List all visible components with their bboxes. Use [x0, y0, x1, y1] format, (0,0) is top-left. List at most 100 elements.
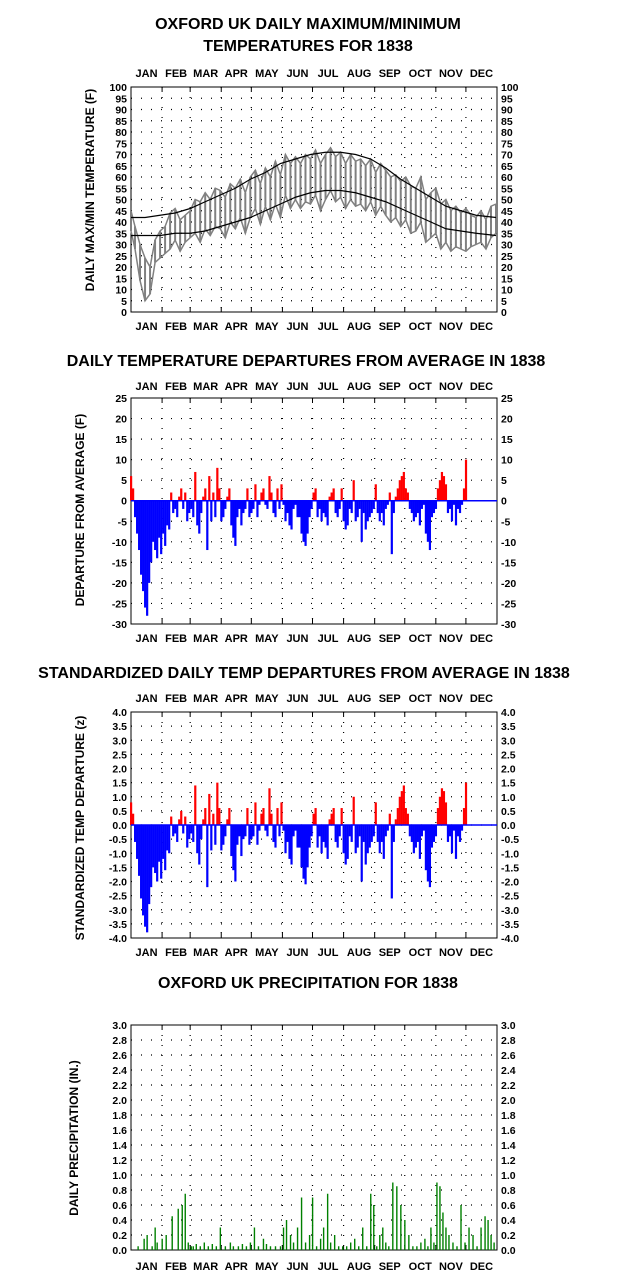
departure-bar [220, 500, 223, 522]
departure-bar [398, 480, 401, 501]
precip-bar [249, 1242, 252, 1250]
departure-bar [170, 492, 173, 501]
y-tick-label-right: 3.5 [501, 721, 516, 733]
precip-bar [296, 1227, 299, 1250]
departure-bar [222, 825, 225, 845]
y-tick-label-left: 85 [115, 116, 127, 128]
departure-bar [332, 488, 335, 501]
precip-bar [274, 1246, 277, 1250]
departure-bar [464, 782, 468, 825]
precip-bar [424, 1238, 426, 1250]
y-tick-label-right: 40 [501, 217, 513, 229]
departure-bar [460, 825, 464, 831]
departure-bar [144, 825, 147, 927]
departure-bar [136, 825, 139, 859]
chart1-y-axis-label: DAILY MAX/MIN TEMPERATURE (F) [83, 89, 97, 291]
departure-bar [182, 825, 185, 834]
y-tick-label-left: 0 [121, 307, 127, 319]
precip-bar [315, 1246, 318, 1250]
month-label-top: MAR [193, 381, 218, 393]
precip-bar [396, 1186, 398, 1250]
precip-bar [211, 1244, 214, 1250]
y-tick-label-left: 2.4 [112, 1065, 127, 1077]
departure-bar [204, 488, 207, 501]
departure-bar [292, 825, 295, 837]
departure-bar [210, 500, 213, 522]
precip-bar [448, 1235, 450, 1250]
departure-bar [312, 813, 315, 825]
departure-bar [278, 500, 281, 509]
y-tick-label-right: -20 [501, 578, 516, 590]
precip-bar [468, 1227, 470, 1250]
month-label-top: MAY [255, 381, 279, 393]
y-tick-label-left: 1.8 [112, 1110, 127, 1122]
y-tick-label-left: -30 [112, 619, 127, 631]
y-tick-label-left: 5 [121, 475, 127, 487]
month-label-bottom: AUG [347, 321, 371, 333]
y-tick-label-right: -5 [501, 516, 510, 528]
departure-bar [214, 500, 217, 518]
departure-bar [444, 484, 448, 501]
month-label-top: OCT [409, 68, 433, 80]
departure-bar [336, 500, 339, 518]
y-tick-label-left: 15 [115, 434, 127, 446]
y-tick-label-right: 0.0 [501, 820, 516, 832]
departure-bar [392, 825, 395, 842]
departure-bar [150, 825, 153, 888]
departure-bar [398, 796, 401, 825]
departure-bar [428, 500, 432, 551]
month-label-bottom: AUG [347, 1261, 371, 1273]
departure-bar [374, 484, 377, 501]
departure-bar [256, 500, 259, 518]
precip-bar [445, 1227, 447, 1250]
departure-bar [338, 500, 341, 509]
precip-bar [215, 1246, 218, 1250]
precip-bar [279, 1246, 282, 1250]
y-tick-label-left: 90 [115, 105, 127, 117]
precip-bar [262, 1238, 265, 1250]
departure-bar [324, 500, 327, 518]
y-tick-label-right: 0.6 [501, 1200, 516, 1212]
precip-bar [430, 1227, 432, 1250]
departure-bar [282, 825, 285, 831]
departure-bar [146, 825, 149, 933]
departure-bar [236, 500, 239, 518]
month-label-bottom: JAN [136, 633, 158, 645]
temperature-chart: OXFORD UK DAILY MAXIMUM/MINIMUM TEMPERAT… [83, 16, 519, 333]
precip-bar [269, 1246, 272, 1250]
precip-bar [484, 1216, 486, 1250]
departure-bar [448, 500, 452, 509]
departure-bar [382, 825, 385, 859]
departure-bar [252, 825, 255, 837]
departure-bar [278, 825, 281, 837]
departure-bar [368, 825, 371, 848]
y-tick-label-left: 20 [115, 414, 127, 426]
month-label-bottom: SEP [379, 321, 401, 333]
departure-bar [140, 825, 143, 899]
precip-bar [420, 1242, 422, 1250]
departure-bar [170, 816, 173, 825]
departure-bar [414, 825, 417, 848]
y-tick-label-right: -2.5 [501, 891, 519, 903]
departure-bar [396, 808, 399, 825]
month-label-bottom: MAR [193, 1261, 218, 1273]
month-label-bottom: JAN [136, 947, 158, 959]
departure-bar [152, 825, 155, 868]
precip-bar [241, 1244, 244, 1250]
month-label-bottom: DEC [470, 1261, 493, 1273]
month-label-bottom: FEB [165, 947, 187, 959]
y-tick-label-left: 10 [115, 455, 127, 467]
departure-bar [394, 496, 397, 501]
departure-bar [362, 825, 365, 842]
departure-bar [248, 825, 251, 845]
departure-bar [288, 825, 291, 859]
y-tick-label-left: 1.5 [112, 778, 127, 790]
y-tick-label-left: -2.5 [109, 891, 127, 903]
y-tick-label-right: 45 [501, 206, 513, 218]
y-tick-label-right: 100 [501, 82, 519, 94]
departure-bar [418, 825, 421, 859]
departure-bar [336, 825, 339, 848]
departure-bar [334, 825, 337, 842]
y-tick-label-right: 35 [501, 228, 513, 240]
month-label-top: JUL [318, 68, 339, 80]
